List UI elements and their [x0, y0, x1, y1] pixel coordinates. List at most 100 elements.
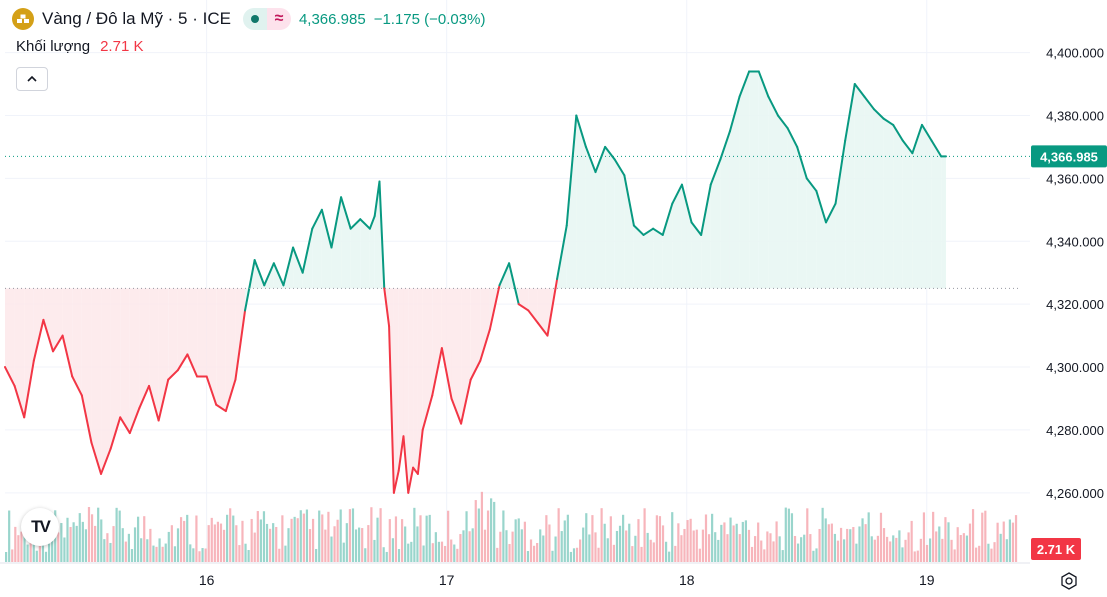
- market-status-pill[interactable]: ≈: [242, 8, 291, 30]
- volume-bar: [94, 525, 97, 562]
- volume-bar: [278, 548, 281, 562]
- area-segment: [768, 96, 778, 289]
- volume-bar: [545, 515, 548, 562]
- y-tick-label: 4,340.000: [1046, 234, 1104, 249]
- area-segment: [681, 184, 692, 289]
- price-segment: [109, 416, 122, 450]
- volume-bar: [732, 525, 735, 562]
- area-segment: [710, 159, 721, 289]
- volume-bar: [680, 535, 683, 562]
- volume-bar: [757, 522, 760, 562]
- area-segment: [293, 247, 303, 289]
- volume-bar: [100, 519, 103, 562]
- price-area-fill: [5, 71, 946, 493]
- area-segment: [413, 288, 418, 474]
- collapse-legend-button[interactable]: [16, 67, 48, 91]
- volume-bar: [729, 517, 732, 562]
- price-segment: [330, 196, 343, 249]
- chevron-up-icon: [27, 75, 37, 82]
- volume-bar: [339, 509, 342, 562]
- area-segment: [168, 288, 178, 380]
- price-segment: [373, 180, 381, 218]
- price-segment: [253, 259, 266, 287]
- volume-bar: [784, 507, 787, 562]
- time-axis[interactable]: 16 17 18 19: [199, 572, 935, 588]
- volume-bar: [889, 541, 892, 562]
- volume-bar: [803, 534, 806, 562]
- price-segment: [320, 208, 333, 249]
- price-segment: [52, 334, 64, 353]
- area-segment: [672, 184, 682, 289]
- tradingview-logo[interactable]: TV: [21, 508, 59, 546]
- area-segment: [451, 288, 462, 424]
- area-segment: [845, 84, 855, 289]
- volume-bar: [520, 529, 523, 562]
- volume-bar: [17, 535, 20, 562]
- y-tick-label: 4,260.000: [1046, 486, 1104, 501]
- volume-bar: [895, 537, 898, 562]
- volume-bar: [594, 532, 597, 562]
- volume-bar: [115, 507, 118, 562]
- price-segment: [556, 224, 568, 280]
- volume-bar: [397, 549, 401, 562]
- volume-value: 2.71 K: [100, 38, 144, 55]
- volume-bar: [907, 532, 910, 562]
- area-segment: [912, 124, 922, 289]
- volume-bar: [189, 544, 192, 562]
- volume-bar: [23, 523, 26, 562]
- price-segment: [402, 435, 410, 494]
- area-segment: [825, 203, 836, 289]
- price-segment: [920, 123, 933, 142]
- volume-bar: [345, 523, 348, 562]
- volume-bar: [526, 551, 530, 562]
- volume-bar: [922, 512, 926, 562]
- volume-bar: [391, 538, 394, 562]
- price-segment: [709, 158, 722, 186]
- symbol-title[interactable]: Vàng / Đô la Mỹ · 5 · ICE: [42, 9, 231, 28]
- area-segment: [331, 197, 342, 289]
- volume-bar: [118, 510, 121, 562]
- price-segment: [594, 145, 607, 174]
- volume-bar: [195, 515, 198, 562]
- area-segment: [566, 115, 577, 289]
- volume-bar: [324, 529, 327, 562]
- volume-bar: [379, 508, 382, 562]
- area-segment: [432, 288, 442, 396]
- volume-bar: [523, 521, 526, 562]
- volume-bar: [796, 543, 800, 562]
- volume-bar: [232, 515, 235, 562]
- price-segment: [13, 384, 26, 419]
- volume-bar: [999, 533, 1002, 562]
- price-change: −1.175 (−0.03%): [373, 10, 486, 28]
- area-segment: [187, 288, 198, 377]
- price-segment: [892, 123, 904, 142]
- price-segment: [546, 277, 559, 337]
- volume-bar: [984, 510, 987, 562]
- price-segment: [728, 95, 741, 133]
- delayed-data-icon: ≈: [266, 8, 291, 30]
- volume-bar: [843, 539, 846, 562]
- volume-bar: [557, 508, 560, 562]
- volume-bar: [121, 528, 124, 562]
- price-segment: [824, 202, 837, 224]
- settings-hexagon-icon[interactable]: [1059, 571, 1079, 591]
- volume-bar: [47, 543, 51, 562]
- price-axis[interactable]: 4,260.000 4,280.000 4,300.000 4,320.000 4,34…: [1046, 46, 1104, 501]
- area-segment: [341, 197, 351, 289]
- volume-bar: [815, 548, 818, 562]
- volume-label[interactable]: Khối lượng: [16, 38, 91, 55]
- volume-bar: [296, 518, 299, 562]
- volume-bar: [453, 544, 456, 562]
- area-segment: [662, 203, 673, 289]
- volume-bar: [146, 539, 149, 562]
- volume-bar: [787, 508, 790, 562]
- volume-bar: [480, 491, 484, 562]
- volume-bar: [127, 533, 130, 562]
- volume-bar: [90, 514, 94, 562]
- volume-bar: [407, 543, 410, 562]
- volume-bar: [330, 536, 333, 562]
- volume-bar: [569, 551, 573, 562]
- volume-bar: [916, 550, 919, 562]
- price-segment: [42, 318, 55, 353]
